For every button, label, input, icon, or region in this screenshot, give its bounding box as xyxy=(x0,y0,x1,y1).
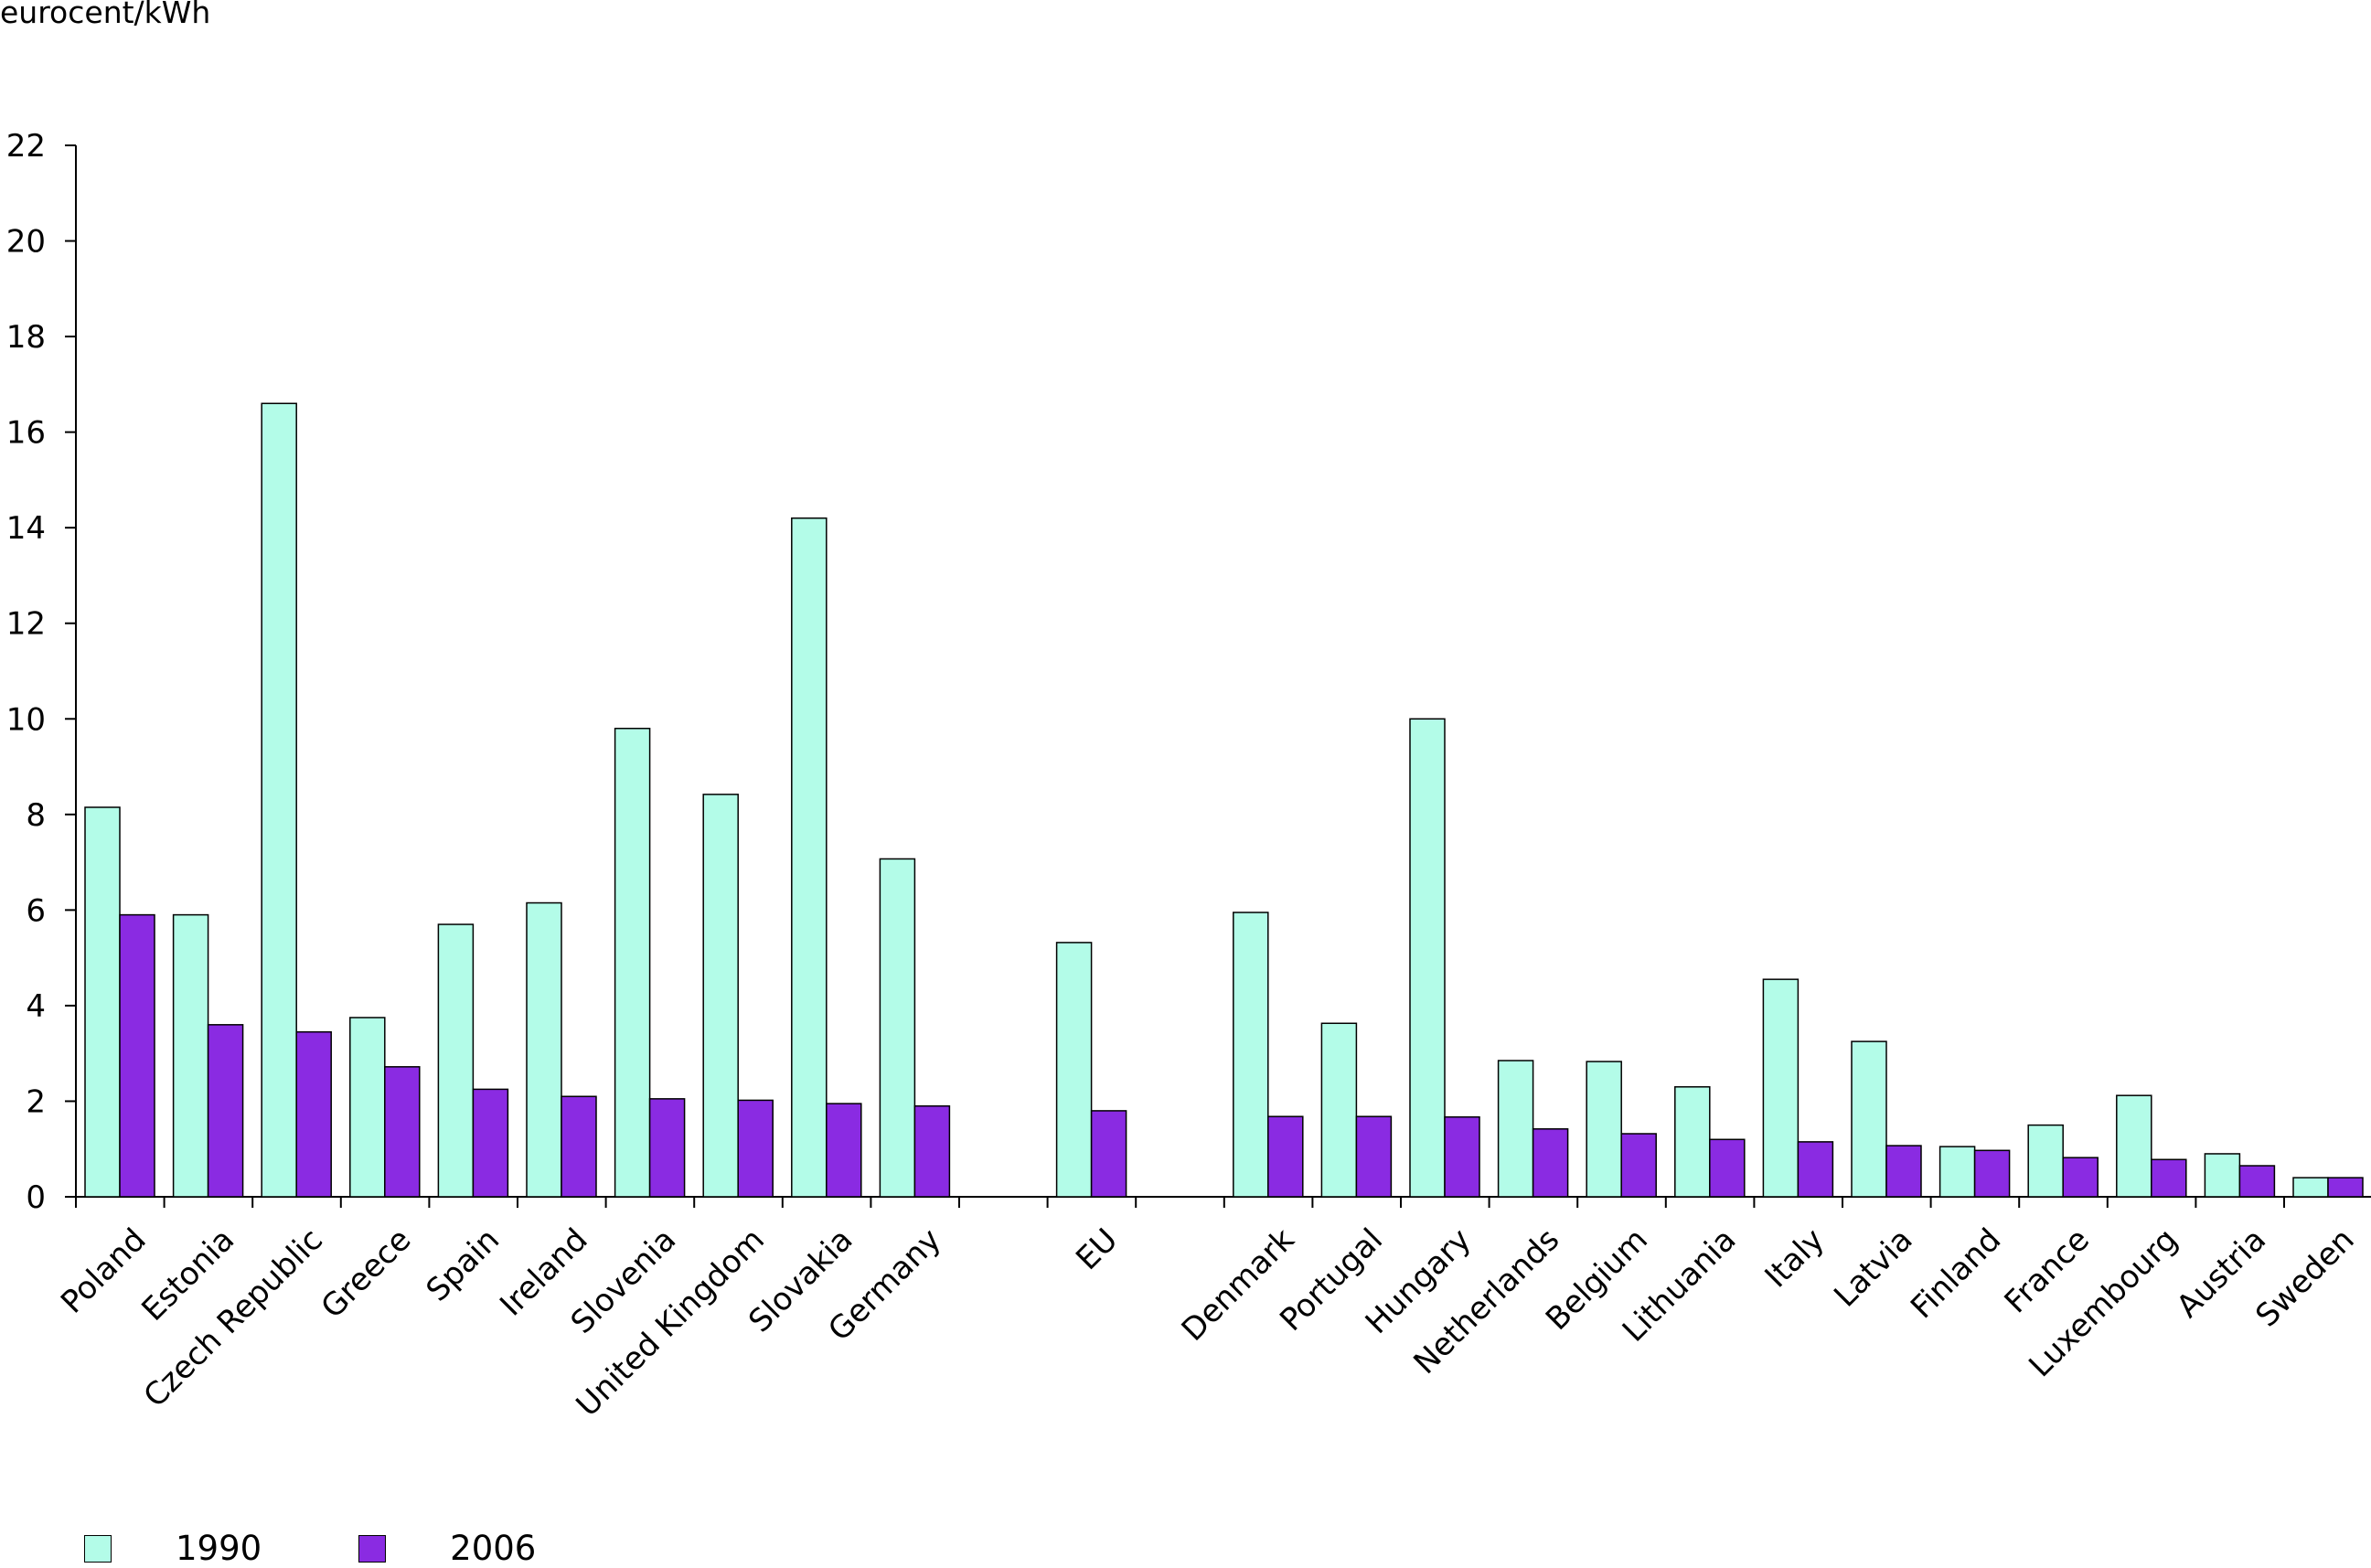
bar-1990-germany xyxy=(879,858,916,1198)
bar-1990-portugal xyxy=(1320,1022,1358,1198)
x-tick-label: Greece xyxy=(315,1221,419,1326)
bar-1990-belgium xyxy=(1586,1061,1622,1198)
legend-item-1990: 1990 xyxy=(84,1529,262,1568)
chart-axes: 0 2 4 6 8 10 12 14 16 18 20 22 xyxy=(6,128,2371,1216)
bar-1990-italy xyxy=(1762,978,1800,1198)
bar-1990-poland xyxy=(84,806,121,1198)
bar-2006-czech-republic xyxy=(295,1030,332,1198)
bar-2006-ireland xyxy=(561,1095,597,1198)
bar-1990-estonia xyxy=(172,913,209,1198)
y-axis-unit-label: eurocent/kWh xyxy=(0,0,211,30)
bar-2006-lithuania xyxy=(1709,1138,1746,1198)
bar-2006-estonia xyxy=(207,1024,244,1198)
bar-2006-italy xyxy=(1797,1141,1834,1198)
bar-2006-latvia xyxy=(1885,1145,1922,1198)
x-tick-label: Italy xyxy=(1758,1221,1832,1295)
bar-1990-czech-republic xyxy=(261,402,297,1198)
x-tick-label: Sweden xyxy=(2248,1221,2361,1334)
bar-2006-greece xyxy=(384,1066,421,1198)
bar-1990-austria xyxy=(2204,1153,2241,1198)
bar-1990-united-kingdom xyxy=(702,794,739,1198)
y-tick-label: 16 xyxy=(6,415,46,452)
y-tick-label: 8 xyxy=(26,797,46,834)
bar-2006-slovenia xyxy=(648,1098,686,1198)
x-tick-label: Finland xyxy=(1904,1221,2008,1326)
y-tick-label: 2 xyxy=(26,1083,46,1120)
x-tick-label: Spain xyxy=(420,1221,507,1308)
legend-label-2006: 2006 xyxy=(450,1529,537,1568)
bar-2006-eu xyxy=(1090,1110,1127,1198)
bar-1990-denmark xyxy=(1233,912,1269,1198)
bar-1990-france xyxy=(2027,1124,2064,1198)
y-tick-label: 6 xyxy=(26,892,46,929)
bar-1990-finland xyxy=(1938,1146,1976,1198)
bar-2006-sweden xyxy=(2327,1177,2364,1198)
y-tick-label: 12 xyxy=(6,606,46,643)
bar-2006-denmark xyxy=(1267,1115,1304,1198)
legend-label-1990: 1990 xyxy=(176,1529,262,1568)
bar-2006-united-kingdom xyxy=(737,1099,774,1198)
bar-2006-hungary xyxy=(1444,1115,1480,1198)
bar-1990-lithuania xyxy=(1674,1086,1711,1198)
y-tick-label: 10 xyxy=(6,701,46,738)
bar-1990-sweden xyxy=(2292,1177,2329,1198)
bar-2006-finland xyxy=(1973,1149,2011,1198)
bar-1990-spain xyxy=(437,923,475,1198)
legend: 1990 2006 xyxy=(84,1529,633,1568)
y-tick-label: 4 xyxy=(26,988,46,1025)
chart-bars xyxy=(84,402,2364,1198)
x-tick-label: Denmark xyxy=(1175,1221,1302,1349)
bar-1990-luxembourg xyxy=(2116,1094,2152,1198)
legend-swatch-1990 xyxy=(84,1534,112,1563)
bar-1990-greece xyxy=(349,1017,386,1198)
legend-swatch-2006 xyxy=(358,1534,387,1563)
legend-item-2006: 2006 xyxy=(358,1529,536,1568)
bar-2006-portugal xyxy=(1355,1115,1393,1198)
bar-2006-germany xyxy=(913,1104,951,1198)
y-tick-label: 0 xyxy=(26,1179,46,1216)
bar-1990-slovenia xyxy=(614,727,651,1198)
y-tick-label: 22 xyxy=(6,128,46,165)
bar-2006-austria xyxy=(2238,1165,2276,1198)
bar-1990-ireland xyxy=(526,901,562,1198)
x-tick-label: EU xyxy=(1069,1221,1125,1277)
bar-1990-netherlands xyxy=(1497,1060,1534,1198)
bar-2006-poland xyxy=(119,913,155,1198)
bar-2006-slovakia xyxy=(826,1103,862,1198)
bar-1990-slovakia xyxy=(791,517,828,1198)
bar-2006-luxembourg xyxy=(2151,1158,2187,1198)
bar-2006-spain xyxy=(472,1088,509,1198)
bar-2006-belgium xyxy=(1620,1133,1657,1198)
bar-1990-latvia xyxy=(1851,1040,1887,1198)
bar-1990-hungary xyxy=(1409,718,1446,1198)
y-tick-label: 18 xyxy=(6,319,46,356)
y-tick-label: 14 xyxy=(6,510,46,547)
bar-2006-france xyxy=(2062,1157,2099,1198)
y-tick-label: 20 xyxy=(6,224,46,261)
bar-2006-netherlands xyxy=(1532,1128,1569,1198)
bar-1990-eu xyxy=(1055,942,1093,1198)
